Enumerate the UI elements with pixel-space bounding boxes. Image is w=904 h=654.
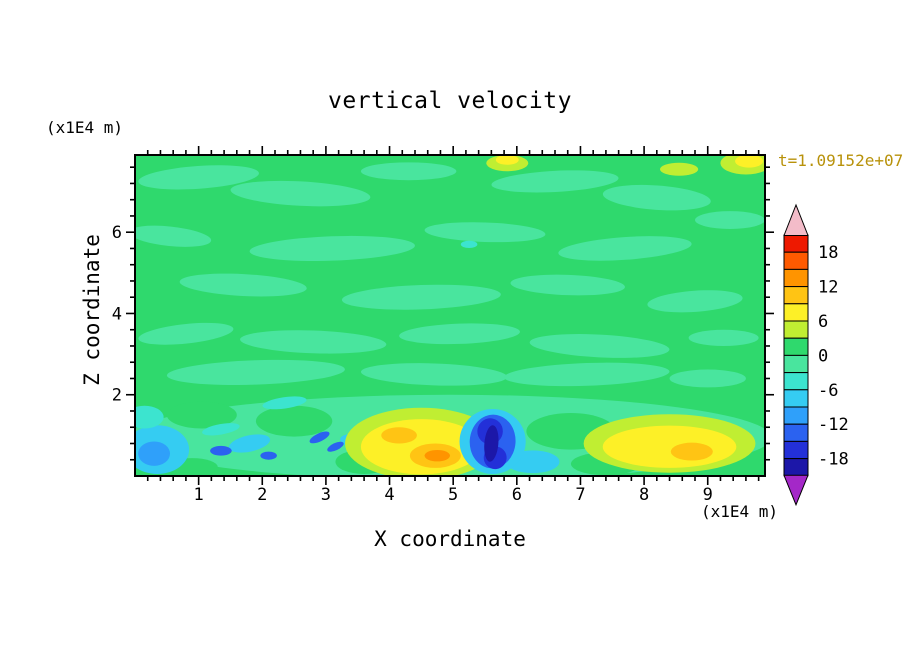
colorbar-tick-label: -6 [818,381,838,401]
plot-title: vertical velocity [328,88,572,114]
svg-text:6: 6 [512,485,522,505]
colorbar-tick-label: -12 [818,415,849,435]
colorbar-tick-label: 18 [818,243,838,263]
y-axis-label: Z coordinate [80,234,104,386]
colorbar-tick-label: 12 [818,278,838,298]
timestamp-label: t=1.09152e+07 [778,151,904,170]
colorbar-tick-label: 0 [818,346,828,366]
tick-labels: 1 2 3 4 5 6 7 8 9 2 4 6 [112,223,713,505]
svg-text:8: 8 [639,485,649,505]
svg-text:1: 1 [194,485,204,505]
axis-ticks [126,146,774,485]
svg-text:6: 6 [112,223,122,243]
svg-text:4: 4 [112,304,122,324]
colorbar: 18 12 6 0 -6 -12 -18 [783,203,849,507]
svg-text:5: 5 [448,485,458,505]
svg-text:4: 4 [384,485,394,505]
contour-plot: 1 2 3 4 5 6 7 8 9 2 4 6 [112,146,774,505]
svg-text:9: 9 [703,485,713,505]
svg-text:3: 3 [321,485,331,505]
x-axis-label: X coordinate [374,527,526,551]
contour-field [135,155,765,476]
svg-text:7: 7 [575,485,585,505]
colorbar-under-arrow [783,474,809,507]
svg-text:2: 2 [257,485,267,505]
colorbar-tick-label: 6 [818,312,828,332]
svg-text:2: 2 [112,386,122,406]
x-axis-unit-label: (x1E4 m) [700,502,778,521]
colorbar-over-arrow [783,203,809,236]
colorbar-tick-label: -18 [818,450,849,470]
y-axis-unit-label: (x1E4 m) [46,118,124,137]
